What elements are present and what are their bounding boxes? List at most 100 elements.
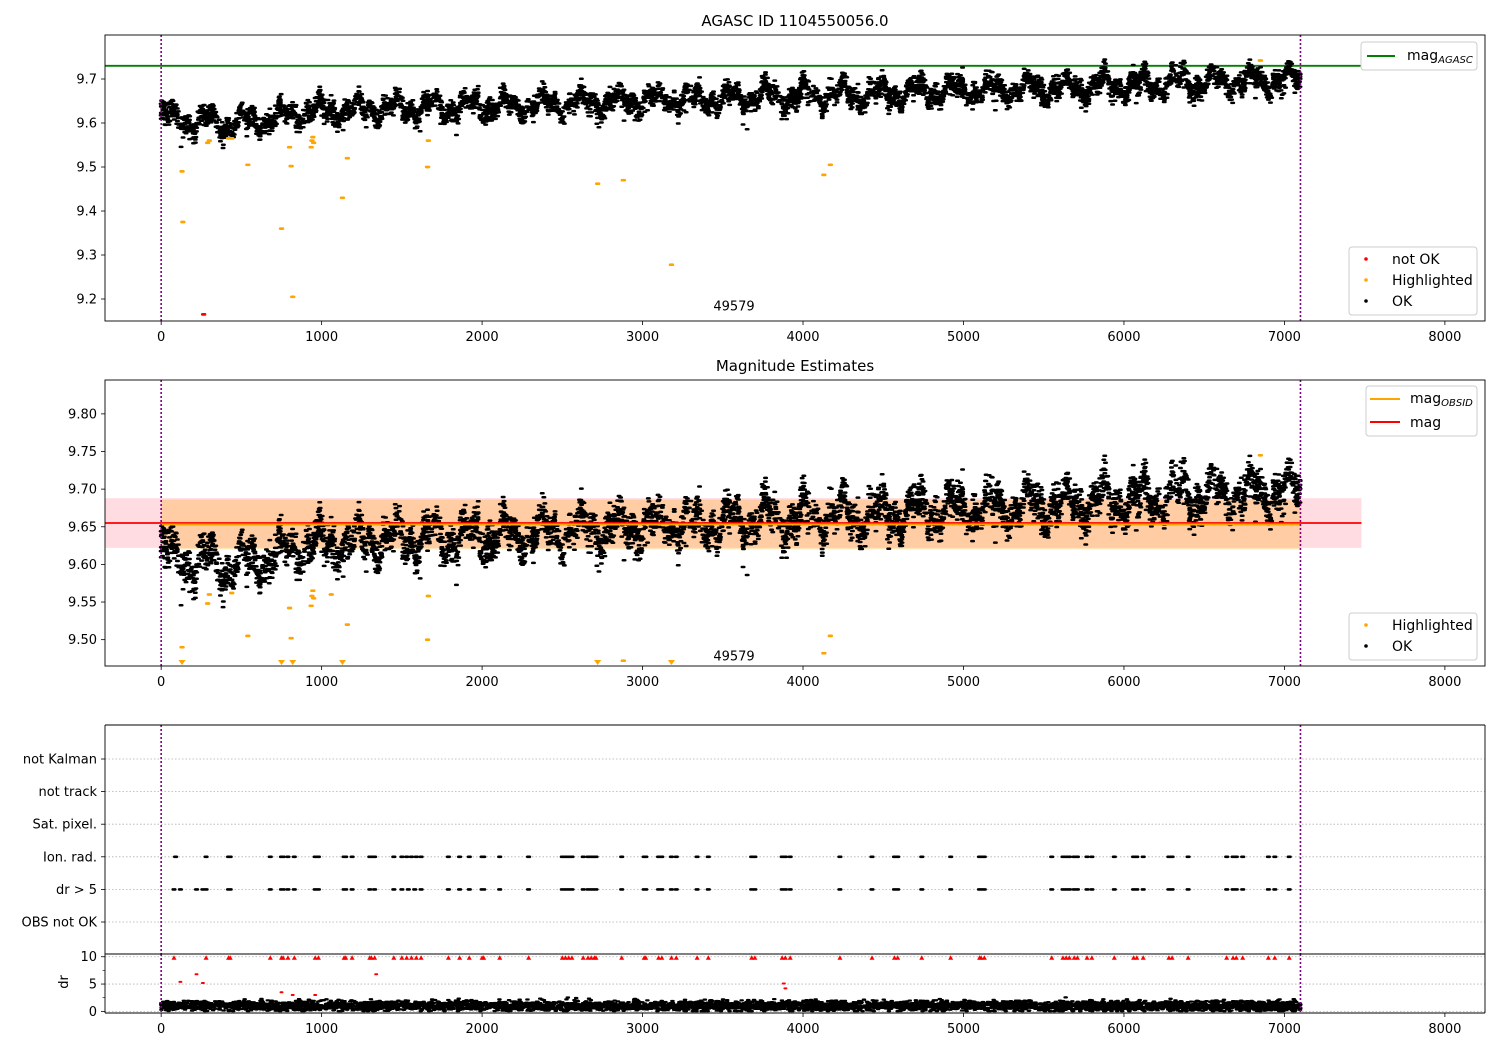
y-tick-label: 9.2 [76, 293, 97, 308]
legend-highlighted-label: Highlighted [1392, 273, 1473, 289]
dr-clipped-marker [466, 955, 472, 960]
y-tick-label: 9.4 [76, 205, 97, 220]
dr-clipped-marker [1286, 955, 1292, 960]
dr-clipped-marker [566, 955, 572, 960]
dr-clipped-marker [372, 955, 378, 960]
clipped-marker [594, 660, 602, 665]
dr-clipped-marker [659, 955, 665, 960]
dr-clipped-marker [978, 955, 984, 960]
x-tick-label: 8000 [1428, 1022, 1461, 1037]
dr-clipped-marker [391, 955, 397, 960]
dr-clipped-marker [580, 955, 586, 960]
panel-flags: not Kalman not track Sat. pixel. Ion. rad. d… [22, 724, 1486, 954]
legend-mag-agasc-label: magAGASC [1407, 48, 1473, 66]
x-tick-label: 4000 [786, 330, 819, 345]
dr-clipped-marker [285, 955, 291, 960]
dr-clipped-marker [418, 955, 424, 960]
panel2-title: Magnitude Estimates [716, 357, 874, 375]
clipped-marker [178, 660, 186, 665]
dr-clipped-marker [869, 955, 875, 960]
dr-clipped-marker [779, 955, 785, 960]
dr-clipped-marker [1140, 955, 1146, 960]
y-tick-label: 9.6 [76, 117, 97, 132]
x-tick-label: 5000 [947, 1022, 980, 1037]
highlighted-points [179, 453, 1264, 663]
dr-clipped-marker [1134, 955, 1140, 960]
dr-clipped-marker [526, 955, 532, 960]
panel2-axes: 0 1000 2000 3000 4000 5000 6000 7000 8000 9.50 9.5… [68, 379, 1486, 690]
flag-category-label: OBS not OK [22, 916, 98, 931]
ok-points [158, 454, 1303, 609]
dr-clipped-marker [408, 955, 414, 960]
y-tick-label: 10 [80, 950, 97, 965]
x-tick-label: 8000 [1428, 675, 1461, 690]
dr-clipped-marker [1066, 955, 1072, 960]
panel1-data [105, 58, 1362, 316]
dr-clipped-marker [1185, 955, 1191, 960]
dr-clipped-marker [413, 955, 419, 960]
panel1-title: AGASC ID 1104550056.0 [701, 12, 888, 30]
clipped-marker [289, 660, 297, 665]
legend-mag-label: mag [1410, 415, 1441, 431]
dr-clipped-marker [497, 955, 503, 960]
dr-clipped-marker [643, 955, 649, 960]
dr-clipped-marker [1074, 955, 1080, 960]
plot-frame [104, 379, 1486, 667]
dr-clipped-marker [312, 955, 318, 960]
y-tick-label: 9.55 [68, 596, 97, 611]
panel2-legend-lower: Highlighted OK [1348, 612, 1478, 661]
panel2-annotation: 49579 [713, 649, 754, 664]
dr-clipped-marker [1049, 955, 1055, 960]
dr-clipped-marker [1089, 955, 1095, 960]
clipped-marker [338, 660, 346, 665]
dr-clipped-marker [1084, 955, 1090, 960]
legend-not-ok-label: not OK [1392, 252, 1440, 268]
panel-magnitude-estimates: Magnitude Estimates 0 1000 2000 3000 4000 500… [68, 357, 1486, 690]
x-tick-label: 3000 [626, 330, 659, 345]
x-tick-label: 2000 [466, 675, 499, 690]
y-tick-label: 5 [89, 978, 97, 993]
y-tick-label: 9.3 [76, 249, 97, 264]
clipped-marker [667, 660, 675, 665]
x-tick-label: 7000 [1268, 675, 1301, 690]
panel-agasc-magnitude: AGASC ID 1104550056.0 0 1000 2000 3000 4000 5… [76, 12, 1486, 345]
legend-ok-label: OK [1392, 294, 1413, 310]
x-tick-label: 6000 [1107, 675, 1140, 690]
x-tick-label: 6000 [1107, 1022, 1140, 1037]
plot-frame [104, 34, 1486, 322]
y-tick-label: 9.50 [68, 633, 97, 648]
flag-category-label: dr > 5 [56, 883, 97, 898]
dr-clipped-marker [559, 955, 565, 960]
x-tick-label: 2000 [466, 330, 499, 345]
y-tick-label: 9.80 [68, 407, 97, 422]
panel4-axes: 0 1000 2000 3000 4000 5000 6000 7000 8000 0 5 10 [80, 950, 1486, 1037]
x-tick-label: 4000 [786, 675, 819, 690]
flag-category-label: Sat. pixel. [33, 818, 97, 833]
dr-clipped-marker [280, 955, 286, 960]
dr-clipped-marker [673, 955, 679, 960]
panel3-axes: not Kalman not track Sat. pixel. Ion. rad. d… [22, 724, 1486, 954]
dr-clipped-marker [749, 955, 755, 960]
y-tick-label: 9.7 [76, 73, 97, 88]
dr-clipped-marker [1169, 955, 1175, 960]
panel3-data [171, 855, 1292, 891]
panel4-gridlines [105, 956, 1485, 1012]
y-tick-label: 9.70 [68, 483, 97, 498]
dr-clipped-marker [291, 955, 297, 960]
dr-clipped-marker [1230, 955, 1236, 960]
dr-clipped-marker [585, 955, 591, 960]
flag-category-label: not Kalman [23, 753, 97, 768]
dr-clipped-marker [171, 955, 177, 960]
dr-clipped-marker [1063, 955, 1069, 960]
x-tick-label: 5000 [947, 675, 980, 690]
y-tick-label: 9.65 [68, 520, 97, 535]
dr-clipped-marker [404, 955, 410, 960]
panel3-gridlines [105, 758, 1485, 923]
legend-not-ok-marker [1364, 257, 1368, 261]
panel2-data [105, 453, 1362, 665]
panel1-axes: 0 1000 2000 3000 4000 5000 6000 7000 8000 9.2 9.3 9… [76, 34, 1486, 345]
panel2-legend-upper: magOBSID mag [1365, 385, 1478, 437]
x-tick-label: 8000 [1428, 330, 1461, 345]
dr-clipped-marker [1240, 955, 1246, 960]
